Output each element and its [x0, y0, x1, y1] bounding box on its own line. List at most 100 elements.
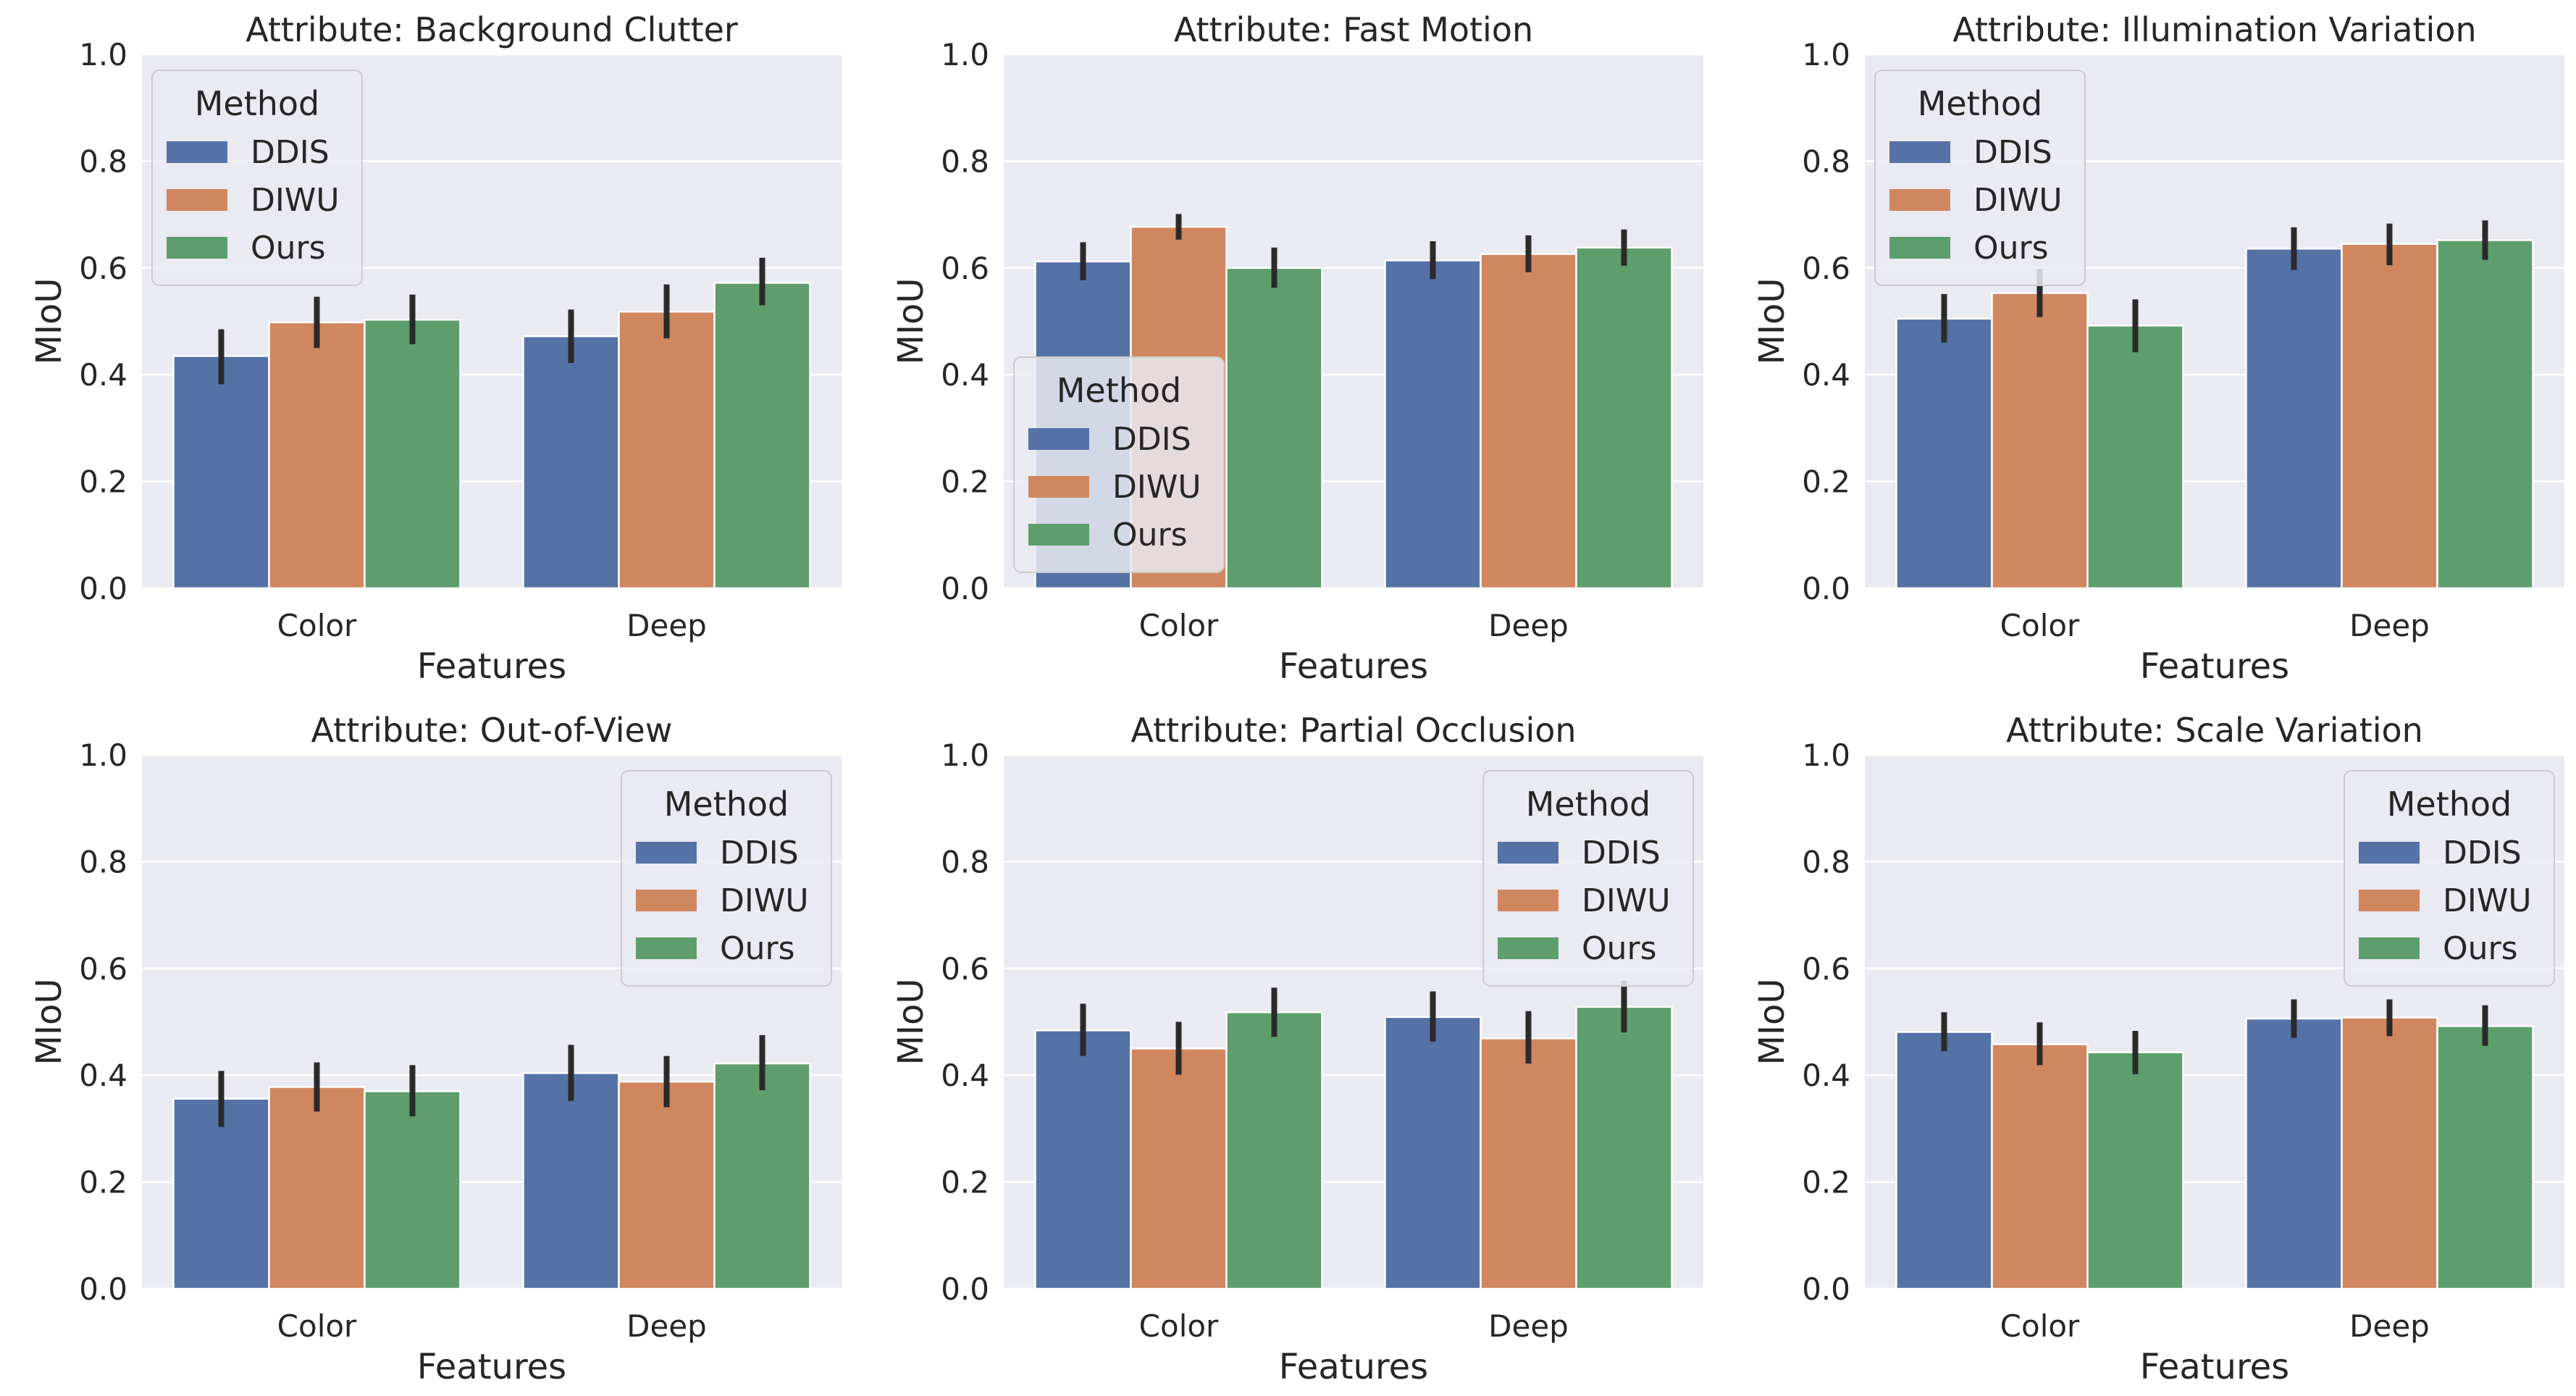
y-tick-label: 0.4 [1802, 357, 1850, 393]
y-axis-label: MIoU [29, 978, 70, 1065]
y-tick-label: 0.6 [1802, 951, 1850, 987]
bar-ours-color [2086, 325, 2184, 590]
x-tick-label: Color [2000, 1308, 2080, 1344]
x-tick-label: Color [277, 1308, 357, 1344]
y-tick-label: 1.0 [79, 37, 127, 72]
y-tick-label: 0.8 [79, 143, 127, 179]
bar-ours-color [364, 319, 461, 590]
chart-title: Attribute: Illumination Variation [1952, 10, 2476, 49]
chart-panel: 0.0 0.2 0.4 0.6 0.8 1.0 Color Deep Attribute: Ba… [29, 10, 842, 687]
legend-swatch-diwu [1889, 189, 1950, 211]
y-axis-label: MIoU [891, 978, 931, 1065]
legend-label: Ours [1112, 517, 1188, 553]
bar-diwu-deep [618, 1080, 716, 1290]
bar-ddis-deep [2245, 248, 2343, 590]
y-tick-label: 0.4 [1802, 1058, 1850, 1093]
bar-ddis-color [1034, 1029, 1132, 1290]
legend-box [1874, 70, 2086, 286]
bar-ours-deep [713, 282, 811, 590]
x-tick-label: Deep [1488, 608, 1569, 643]
bar-ddis-color [172, 1098, 270, 1290]
x-tick-label: Deep [2349, 1308, 2430, 1344]
chart-panel: 0.0 0.2 0.4 0.6 0.8 1.0 Color Deep Attribute: Il… [1752, 10, 2564, 687]
legend-swatch-ddis [2359, 842, 2420, 864]
legend: Method DDIS DIWU Ours [1482, 770, 1694, 987]
y-tick-label: 1.0 [79, 737, 127, 773]
legend-title: Method [195, 84, 320, 123]
y-tick-label: 0.2 [1802, 464, 1850, 500]
legend-label: Ours [2443, 930, 2518, 967]
bar-ours-deep [1575, 246, 1673, 590]
x-axis-label: Features [1279, 1347, 1428, 1387]
x-axis-label: Features [2140, 646, 2289, 687]
legend-swatch-ddis [1889, 141, 1950, 163]
legend-swatch-ours [1498, 937, 1558, 959]
bar-diwu-deep [2341, 1016, 2438, 1290]
bar-ddis-deep [522, 1072, 620, 1290]
x-axis-label: Features [2140, 1347, 2289, 1387]
legend-label: Ours [251, 230, 326, 267]
y-tick-label: 0.4 [941, 1058, 989, 1093]
y-tick-label: 0.4 [941, 357, 989, 393]
x-tick-label: Color [1139, 1308, 1219, 1344]
legend-swatch-ours [2359, 937, 2420, 959]
legend-box [1482, 770, 1694, 987]
bar-ddis-deep [1384, 259, 1482, 590]
legend-box [621, 770, 832, 987]
chart-title: Attribute: Fast Motion [1174, 10, 1533, 49]
x-tick-label: Color [277, 608, 357, 643]
y-tick-label: 0.4 [79, 357, 127, 393]
y-axis-label: MIoU [1752, 978, 1792, 1065]
y-tick-label: 0.0 [1802, 571, 1850, 606]
y-tick-label: 0.0 [79, 1271, 127, 1307]
bar-diwu-color [1991, 292, 2089, 590]
y-tick-label: 0.0 [79, 571, 127, 606]
x-tick-label: Deep [1488, 1308, 1569, 1344]
y-tick-label: 0.0 [1802, 1271, 1850, 1307]
bar-diwu-deep [1480, 253, 1577, 590]
legend-label: DIWU [1112, 469, 1201, 506]
legend-swatch-diwu [1028, 476, 1089, 498]
y-tick-label: 0.2 [941, 1165, 989, 1200]
chart-panel: 0.0 0.2 0.4 0.6 0.8 1.0 Color Deep Attribute: Sc… [1752, 711, 2564, 1387]
legend-swatch-ddis [1028, 428, 1089, 450]
y-tick-label: 0.0 [941, 571, 989, 606]
y-tick-label: 0.2 [1802, 1165, 1850, 1200]
bar-ddis-color [172, 355, 270, 590]
legend-label: DDIS [720, 835, 799, 872]
legend-label: Ours [1973, 230, 2049, 267]
bar-ddis-color [1895, 1031, 1993, 1290]
x-tick-label: Color [1139, 608, 1219, 643]
legend-box [2344, 770, 2555, 987]
legend-swatch-ours [167, 237, 227, 259]
legend-label: Ours [1582, 930, 1657, 967]
legend-label: DDIS [1112, 421, 1191, 458]
bar-ours-color [1225, 267, 1323, 590]
bar-diwu-color [268, 321, 366, 590]
chart-panel: 0.0 0.2 0.4 0.6 0.8 1.0 Color Deep Attribute: Pa… [891, 711, 1703, 1387]
legend: Method DDIS DIWU Ours [1874, 70, 2086, 286]
legend-swatch-ours [1889, 237, 1950, 259]
legend-title: Method [1526, 785, 1651, 824]
chart-panel: 0.0 0.2 0.4 0.6 0.8 1.0 Color Deep Attribute: Fa… [891, 10, 1703, 687]
bar-ours-deep [2436, 1025, 2534, 1290]
legend-swatch-ours [636, 937, 697, 959]
bar-diwu-deep [1480, 1037, 1577, 1290]
legend-swatch-ddis [1498, 842, 1558, 864]
bar-ours-color [2086, 1051, 2184, 1290]
bar-ddis-deep [1384, 1016, 1482, 1290]
legend-swatch-diwu [636, 890, 697, 911]
legend-label: DIWU [720, 882, 809, 919]
x-axis-label: Features [417, 1347, 566, 1387]
y-tick-label: 0.8 [1802, 143, 1850, 179]
y-axis-label: MIoU [891, 277, 931, 364]
y-axis-label: MIoU [1752, 277, 1792, 364]
bar-ddis-deep [2245, 1017, 2343, 1290]
y-tick-label: 0.2 [941, 464, 989, 500]
legend-swatch-ddis [167, 141, 227, 163]
x-tick-label: Deep [2349, 608, 2430, 643]
y-tick-label: 0.8 [79, 844, 127, 879]
y-tick-label: 0.2 [79, 464, 127, 500]
bar-ddis-deep [522, 335, 620, 590]
